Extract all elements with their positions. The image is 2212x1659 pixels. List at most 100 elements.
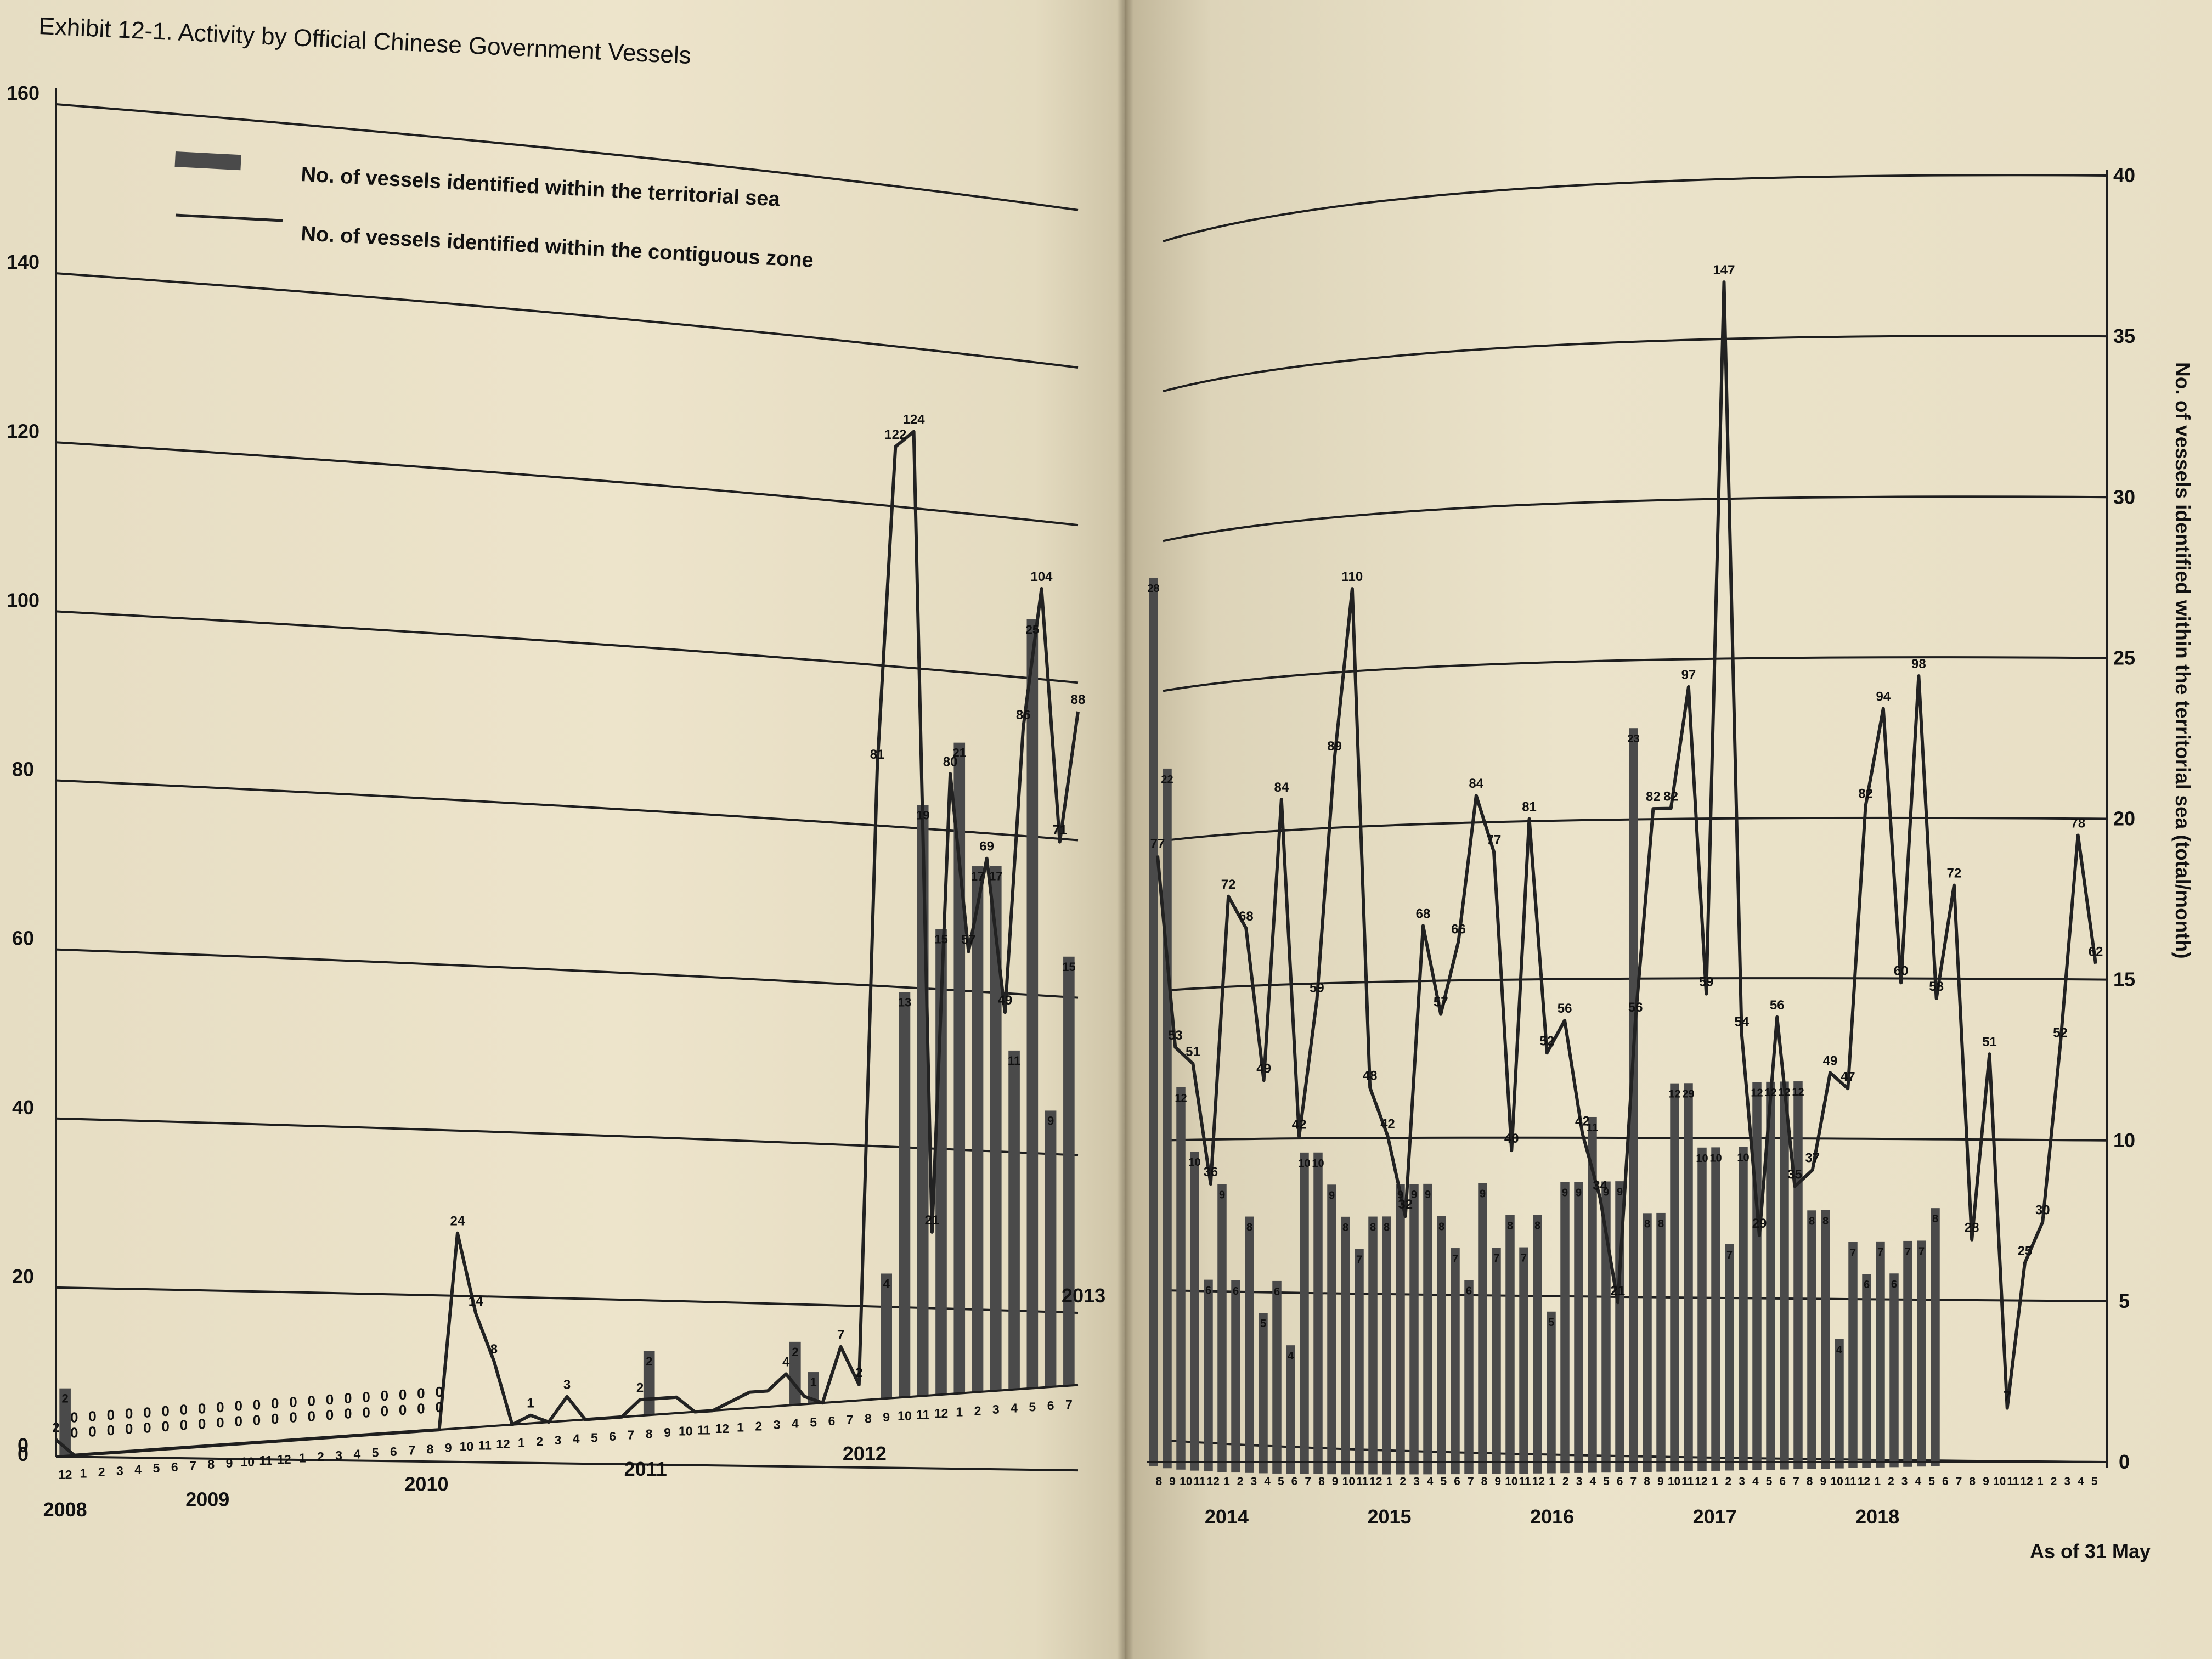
y-tick-left: 0 [18,1434,29,1457]
bar-label-right: 4 [1288,1350,1294,1362]
line-label-right: 84 [1469,776,1483,791]
line-label-right: 82 [1646,789,1661,804]
x-tick-right: 5 [1603,1475,1610,1488]
book-spine [1117,0,1133,1659]
x-tick-right: 8 [1969,1475,1976,1488]
y-tick-left: 160 [7,82,40,104]
y-tick-right: 40 [2113,164,2135,187]
x-tick-left: 10 [241,1455,255,1469]
x-tick-left: 3 [774,1418,781,1432]
gridline-right [1163,174,2107,242]
line-label-right: 60 [1894,963,1909,978]
bar-right [1670,1083,1679,1472]
bar-right [1437,1216,1446,1475]
y-tick-right: 20 [2113,808,2135,830]
bar-left [1045,1110,1057,1387]
x-tick-left: 10 [460,1440,474,1454]
x-tick-right: 10 [1505,1475,1517,1488]
year-label-left: 2008 [43,1498,87,1521]
year-label-right: 2014 [1205,1505,1249,1528]
line-label-left: 24 [450,1214,465,1229]
x-tick-left: 7 [1065,1397,1073,1412]
bar-label-right: 7 [1905,1246,1911,1258]
bar-label-right: 22 [1161,774,1173,786]
bar-label-left: 14 [1080,0,1094,3]
bar-right [1505,1215,1515,1474]
year-label-right: 2016 [1530,1505,1574,1528]
bar-label-right: 6 [1205,1285,1211,1297]
bar-right [1464,1280,1474,1474]
x-tick-left: 11 [916,1407,930,1421]
x-tick-left: 9 [226,1456,233,1470]
x-tick-left: 6 [171,1460,178,1474]
bar-right [1766,1081,1775,1470]
x-tick-left: 12 [934,1406,949,1420]
x-tick-left: 12 [58,1468,72,1482]
x-tick-right: 9 [1820,1475,1827,1488]
bar-label-right: 8 [1534,1220,1541,1232]
x-tick-right: 9 [1494,1475,1501,1488]
line-label-left: 122 [884,427,906,442]
x-tick-left: 11 [478,1438,492,1452]
bar-right [1711,1147,1720,1471]
year-label-right: 2018 [1855,1505,1899,1528]
gridline-left [55,1117,1079,1156]
zero-label-left: 0 [143,1404,151,1420]
x-tick-left: 8 [865,1411,872,1425]
x-tick-left: 7 [847,1413,854,1427]
x-tick-left: 3 [335,1448,342,1463]
line-contiguous-zone [55,280,2097,1457]
zero-label-left: 0 [107,1407,115,1423]
zero-label-left: 0 [362,1389,370,1405]
year-label-left: 2010 [404,1473,448,1496]
zero-label-left: 0 [326,1391,334,1408]
x-tick-right: 4 [1752,1475,1759,1488]
x-tick-right: 9 [1657,1475,1664,1488]
line-label-right: 56 [1558,1001,1572,1016]
x-tick-left: 1 [956,1405,963,1419]
gridline-right [1163,495,2107,543]
line-label-right: 52 [1539,1034,1554,1048]
bar-label-right: 8 [1507,1220,1513,1232]
bar-label-right: 8 [1822,1215,1829,1227]
line-label-right: 53 [1168,1028,1183,1043]
year-label-left: 2011 [624,1458,667,1480]
line-label-right: 110 [1342,569,1363,584]
x-tick-right: 10 [1668,1475,1680,1488]
bar-right [1917,1240,1926,1467]
bar-label-right: 5 [1260,1318,1266,1330]
x-tick-right: 2 [1237,1475,1244,1488]
y-tick-right: 0 [2119,1451,2130,1473]
x-tick-right: 3 [1739,1475,1745,1488]
x-tick-right: 4 [1915,1475,1922,1488]
bar-label-left: 21 [953,746,966,760]
line-label-right: 49 [1823,1053,1838,1068]
bar-right [1149,577,1158,1466]
bar-label-right: 8 [1246,1222,1252,1234]
line-label-right: 77 [1487,833,1502,848]
zero-label-left: 0 [308,1392,315,1409]
bar-label-right: 9 [1219,1189,1225,1201]
bar-left [972,866,984,1392]
x-tick-right: 2 [1562,1475,1569,1488]
x-tick-right: 10 [1342,1475,1355,1488]
line-label-right: 72 [1947,866,1962,881]
bar-label-right: 9 [1397,1189,1403,1201]
line-label-right: 84 [1274,780,1289,795]
x-tick-left: 1 [518,1436,525,1450]
x-tick-left: 9 [883,1410,890,1424]
bar-right [1588,1116,1597,1473]
x-tick-right: 1 [1549,1475,1555,1488]
x-tick-right: 2 [1400,1475,1406,1488]
x-tick-right: 3 [1413,1475,1420,1488]
gridline-left [55,103,1079,211]
x-tick-left: 4 [573,1432,580,1446]
line-label-left: 81 [870,747,885,762]
line-label-left: 88 [1071,692,1086,707]
bar-right [1835,1339,1844,1469]
line-label-right: 56 [1770,998,1785,1013]
gridline-left [55,610,1079,684]
bar-label-right: 5 [1548,1317,1554,1329]
bar-label-right: 6 [1864,1279,1870,1291]
line-label-left: 7 [837,1328,844,1342]
